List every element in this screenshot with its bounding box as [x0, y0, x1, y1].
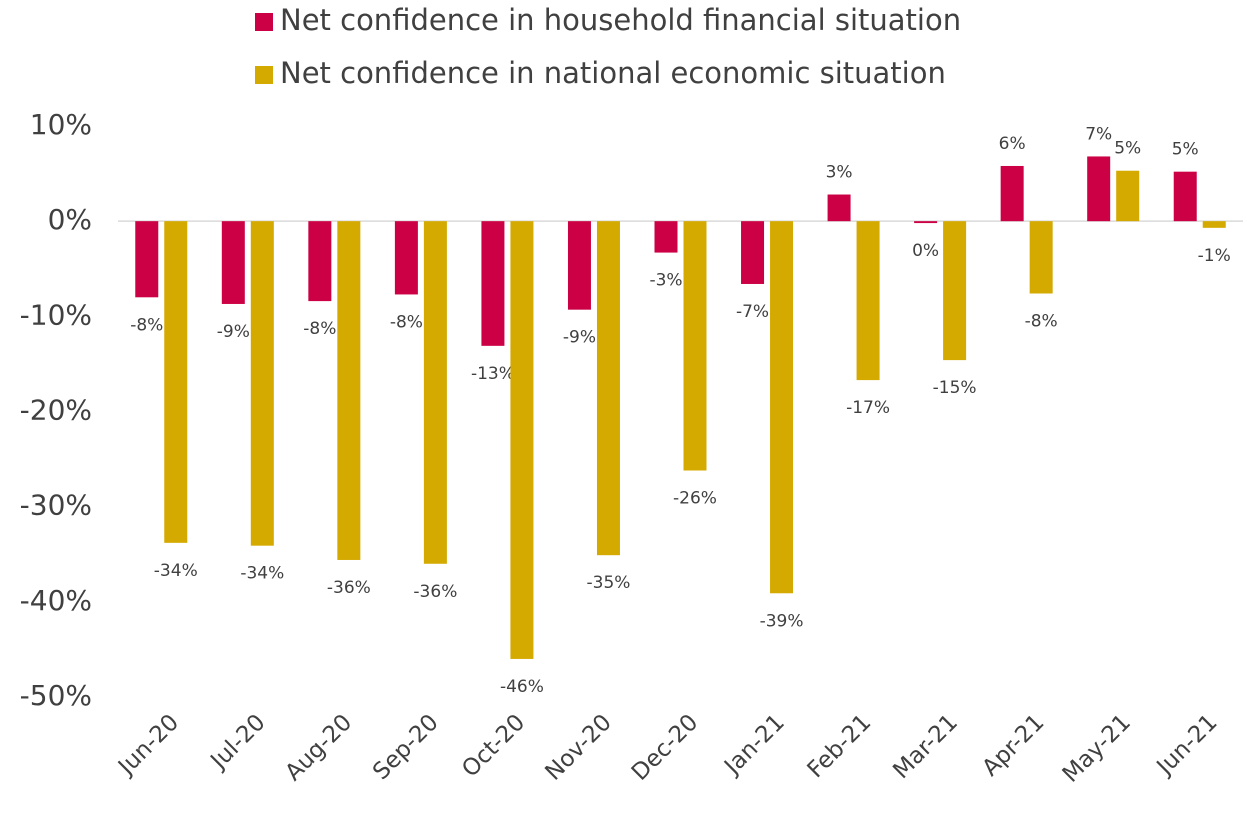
bar — [856, 221, 880, 381]
bar — [943, 221, 967, 361]
data-label: 3% — [826, 163, 853, 183]
x-tick-label: Sep-20 — [368, 709, 444, 785]
data-label: -1% — [1198, 246, 1231, 266]
data-label: -9% — [217, 322, 250, 342]
data-label: -13% — [471, 364, 515, 384]
x-tick-label: Feb-21 — [803, 709, 877, 783]
bar — [683, 221, 707, 471]
x-tick-label: Mar-21 — [888, 709, 963, 784]
data-label: -26% — [673, 489, 717, 509]
x-tick-label: May-21 — [1058, 709, 1136, 787]
bar — [221, 221, 245, 304]
bar — [567, 221, 591, 310]
bar — [250, 221, 274, 546]
data-label: 0% — [912, 241, 939, 261]
data-label: -46% — [500, 677, 544, 697]
y-tick-label: -30% — [20, 489, 92, 522]
bar — [164, 221, 188, 543]
bar — [337, 221, 361, 560]
x-tick-label: Jun-21 — [1151, 709, 1223, 781]
data-label: -7% — [736, 302, 769, 322]
x-tick-label: Aug-20 — [280, 709, 357, 786]
bar — [770, 221, 794, 594]
bar — [827, 194, 851, 222]
x-tick-label: Oct-20 — [457, 709, 530, 782]
y-tick-label: 0% — [48, 203, 92, 236]
bar — [1116, 170, 1140, 222]
data-label: -15% — [933, 378, 977, 398]
bar — [741, 221, 765, 284]
bar — [596, 221, 620, 556]
data-label: 7% — [1085, 124, 1112, 144]
bar — [423, 221, 447, 564]
data-label: -8% — [130, 315, 163, 335]
data-label: -36% — [327, 578, 371, 598]
data-label: 6% — [999, 134, 1026, 154]
x-tick-label: Dec-20 — [627, 709, 703, 785]
bar — [1000, 165, 1024, 222]
data-label: -3% — [649, 271, 682, 291]
data-label: -35% — [587, 573, 631, 593]
y-tick-label: -40% — [20, 584, 92, 617]
data-label: 5% — [1114, 139, 1141, 159]
bar — [135, 221, 159, 298]
bar — [394, 221, 418, 295]
bar — [1202, 221, 1226, 228]
data-label: -8% — [1025, 311, 1058, 331]
bar — [308, 221, 332, 302]
legend-label: Net confidence in national economic situ… — [280, 56, 946, 90]
x-tick-label: Jan-21 — [718, 709, 789, 780]
y-tick-label: -20% — [20, 394, 92, 427]
data-label: 5% — [1172, 140, 1199, 160]
x-tick-label: Jun-20 — [112, 709, 184, 781]
y-tick-label: -50% — [20, 679, 92, 712]
bar — [654, 221, 678, 253]
y-tick-label: -10% — [20, 298, 92, 331]
bar — [1173, 171, 1197, 222]
x-tick-label: Apr-21 — [977, 709, 1049, 781]
bar — [914, 221, 938, 224]
data-label: -9% — [563, 328, 596, 348]
legend-swatch — [255, 13, 273, 31]
data-label: -34% — [154, 561, 198, 581]
data-label: -39% — [760, 611, 804, 631]
legend-swatch — [255, 66, 273, 84]
bar — [481, 221, 505, 346]
x-tick-label: Jul-20 — [205, 709, 271, 775]
y-tick-label: 10% — [30, 108, 92, 141]
data-label: -8% — [390, 312, 423, 332]
data-label: -34% — [240, 564, 284, 584]
bar — [510, 221, 534, 659]
data-label: -36% — [413, 582, 457, 602]
x-tick-label: Nov-20 — [541, 709, 617, 785]
data-label: -17% — [846, 398, 890, 418]
data-label: -8% — [303, 319, 336, 339]
legend-label: Net confidence in household financial si… — [280, 3, 961, 37]
bar — [1087, 156, 1111, 222]
bar — [1029, 221, 1053, 294]
